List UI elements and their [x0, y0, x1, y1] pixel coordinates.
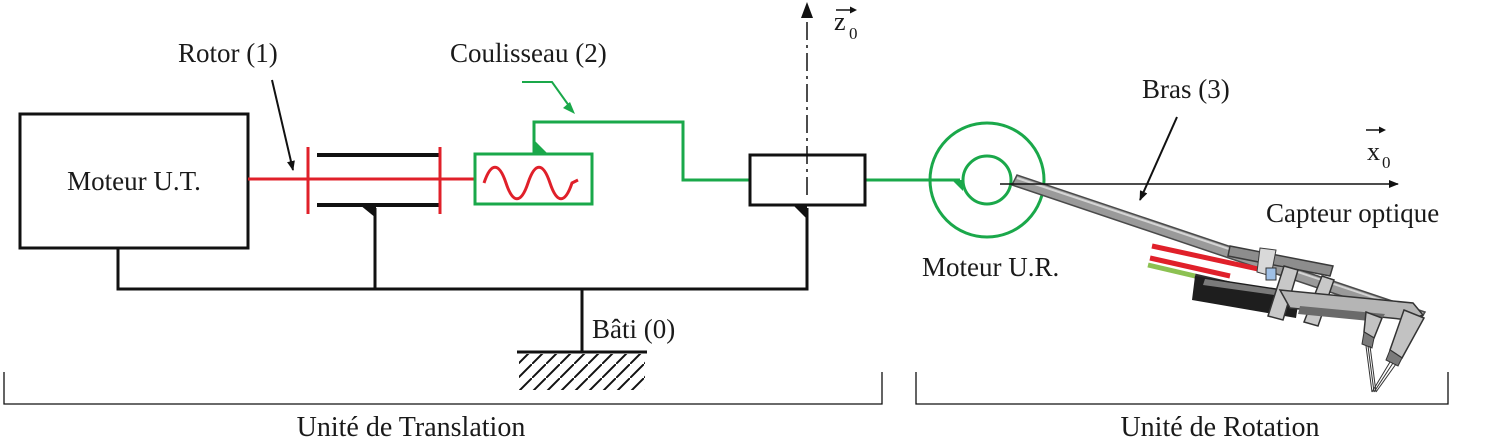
- motor-ur-wedge: [952, 180, 963, 191]
- svg-text:0: 0: [849, 24, 858, 43]
- frame-label: Bâti (0): [592, 314, 675, 344]
- nut-box: [473, 152, 594, 206]
- svg-text:z: z: [834, 7, 846, 36]
- z0-arrowhead: [801, 2, 813, 18]
- rotation-unit-label: Unité de Rotation: [1120, 412, 1319, 438]
- arm-leader: [1139, 116, 1178, 201]
- bearing-wedge: [360, 205, 376, 218]
- optical-sensor-assembly: [1147, 243, 1426, 393]
- slider-weld-wedge: [534, 140, 548, 154]
- rotor-shaft: [248, 147, 476, 214]
- bearing-symbol: [317, 153, 440, 207]
- slider-leader: [522, 81, 573, 111]
- frame-links: [116, 208, 809, 354]
- motor-ur-label: Moteur U.R.: [922, 252, 1059, 282]
- motor-ur-pivot: [961, 154, 1013, 206]
- motor-ur-ring: [928, 121, 1046, 239]
- svg-text:0: 0: [1382, 153, 1391, 172]
- arm-label: Bras (3): [1142, 74, 1230, 104]
- translation-unit-bracket: [3, 372, 883, 405]
- slide-joint-wedge: [793, 205, 807, 219]
- ground-hatch: [519, 354, 645, 390]
- motor-ut-box: [18, 112, 250, 250]
- motor-ut-label: Moteur U.T.: [67, 166, 201, 196]
- rotor-label: Rotor (1): [178, 38, 278, 68]
- rotation-unit-bracket: [915, 372, 1449, 405]
- z0-symbol: z 0: [834, 6, 858, 43]
- svg-text:x: x: [1367, 137, 1380, 166]
- translation-unit-label: Unité de Translation: [297, 412, 526, 438]
- slider-leader-arrow: [563, 102, 575, 114]
- screw-thread: [482, 165, 579, 201]
- rotor-leader: [271, 79, 295, 171]
- sensor-label: Capteur optique: [1266, 198, 1439, 228]
- slider-label: Coulisseau (2): [450, 38, 607, 68]
- slider-link: [532, 120, 750, 182]
- x0-symbol: x 0: [1366, 126, 1391, 172]
